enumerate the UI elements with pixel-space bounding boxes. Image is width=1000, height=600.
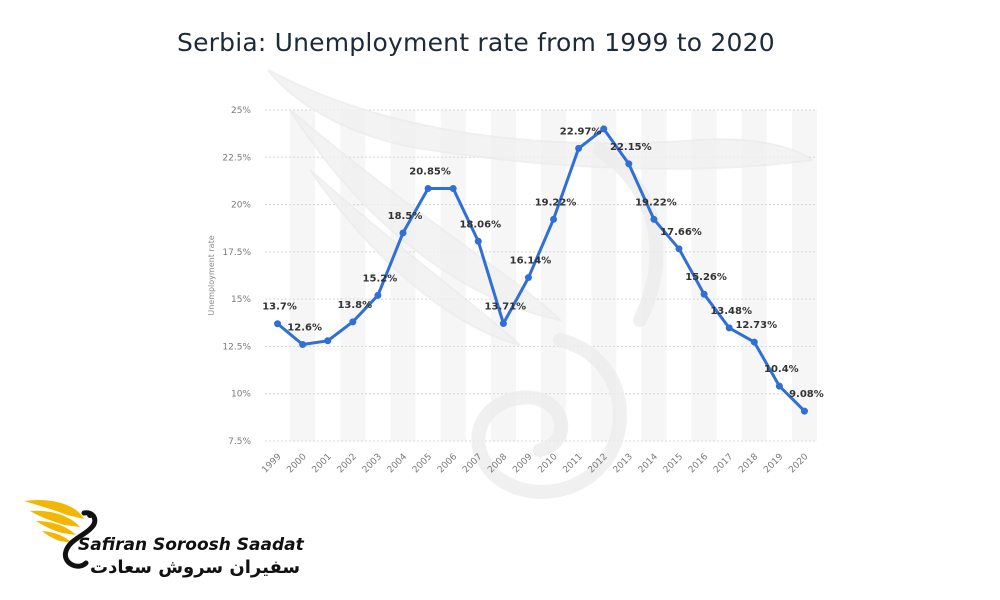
brand-name-en: Safiran Soroosh Saadat	[78, 535, 304, 555]
data-point[interactable]	[675, 245, 683, 253]
data-point[interactable]	[700, 290, 708, 298]
data-point[interactable]	[725, 324, 733, 332]
data-label: 16.14%	[510, 256, 552, 267]
data-label: 15.2%	[363, 273, 398, 284]
data-label: 17.66%	[660, 227, 702, 238]
data-label: 10.4%	[764, 364, 799, 375]
data-label: 22.15%	[610, 142, 652, 153]
y-tick-label: 25%	[231, 106, 251, 116]
data-point[interactable]	[324, 337, 332, 345]
data-label: 18.06%	[459, 219, 501, 230]
data-point[interactable]	[600, 125, 608, 133]
data-point[interactable]	[274, 320, 282, 328]
column-band	[791, 110, 817, 441]
watermark-shape	[309, 169, 521, 346]
x-tick-label: 2001	[311, 452, 334, 475]
data-label: 19.22%	[635, 197, 677, 208]
watermark-shape	[593, 143, 664, 327]
x-tick-label: 2014	[637, 452, 660, 475]
data-point[interactable]	[474, 237, 482, 245]
data-point[interactable]	[449, 184, 457, 192]
y-tick-label: 10%	[231, 390, 251, 400]
data-label: 12.73%	[735, 320, 777, 331]
brand-logo-icon	[24, 499, 98, 569]
data-point[interactable]	[424, 184, 432, 192]
data-point[interactable]	[550, 215, 558, 223]
watermark-shape	[267, 69, 815, 170]
data-point[interactable]	[524, 274, 532, 282]
x-tick-label: 2011	[561, 452, 584, 475]
data-point[interactable]	[499, 320, 507, 328]
data-label: 20.85%	[409, 166, 451, 177]
x-tick-label: 2015	[662, 452, 685, 475]
x-tick-label: 2009	[511, 452, 534, 475]
x-tick-label: 2019	[762, 452, 785, 475]
data-label: 18.5%	[388, 211, 423, 222]
x-tick-label: 2020	[787, 452, 810, 475]
x-tick-label: 1999	[260, 452, 283, 475]
grid-lines	[265, 109, 817, 442]
column-band	[290, 110, 316, 441]
data-point[interactable]	[775, 382, 783, 390]
data-point[interactable]	[374, 291, 382, 299]
data-label: 13.8%	[337, 300, 372, 311]
x-tick-label: 2003	[361, 452, 384, 475]
data-points	[274, 125, 808, 415]
y-tick-label: 7.5%	[228, 437, 251, 447]
data-point[interactable]	[575, 144, 583, 152]
data-labels: 13.7% 12.6% 13.8% 15.2% 18.5% 20.85% 18.06% 13.…	[262, 126, 824, 400]
y-tick-label: 20%	[231, 201, 251, 211]
watermark-swan	[267, 69, 815, 499]
data-label: 12.6%	[287, 323, 322, 334]
data-point[interactable]	[399, 229, 407, 237]
y-tick-label: 17.5%	[222, 248, 251, 258]
x-tick-label: 2000	[285, 452, 308, 475]
data-point[interactable]	[349, 318, 357, 326]
data-label: 13.71%	[485, 302, 527, 313]
data-label: 13.7%	[262, 302, 297, 313]
data-label: 9.08%	[789, 389, 824, 400]
watermark-shape	[471, 333, 627, 499]
y-tick-label: 12.5%	[222, 342, 251, 352]
data-point[interactable]	[625, 160, 633, 168]
x-tick-label: 2016	[687, 452, 710, 475]
watermark-shape	[289, 109, 564, 322]
y-tick-label: 15%	[231, 295, 251, 305]
x-tick-label: 2002	[336, 452, 359, 475]
data-point[interactable]	[650, 215, 658, 223]
brand-name-fa: سفیران سروش سعادت	[90, 557, 301, 578]
y-axis-ticks: 7.5% 10% 12.5% 15% 17.5% 20% 22.5% 25%	[222, 106, 251, 447]
data-point[interactable]	[299, 341, 307, 349]
x-tick-label: 2018	[737, 452, 760, 475]
x-tick-label: 2004	[386, 452, 409, 475]
data-point[interactable]	[800, 407, 808, 415]
data-point[interactable]	[750, 338, 758, 346]
x-tick-label: 2006	[436, 452, 459, 475]
data-label: 22.97%	[560, 126, 602, 137]
y-tick-label: 22.5%	[222, 153, 251, 163]
y-axis-label: Unemployment rate	[207, 235, 216, 315]
data-label: 15.26%	[685, 272, 727, 283]
data-label: 19.22%	[535, 197, 577, 208]
data-label: 13.48%	[710, 306, 752, 317]
series-line	[276, 127, 806, 413]
x-tick-label: 2017	[712, 452, 735, 475]
x-tick-label: 2005	[411, 452, 434, 475]
chart-title: Serbia: Unemployment rate from 1999 to 2…	[177, 28, 775, 57]
